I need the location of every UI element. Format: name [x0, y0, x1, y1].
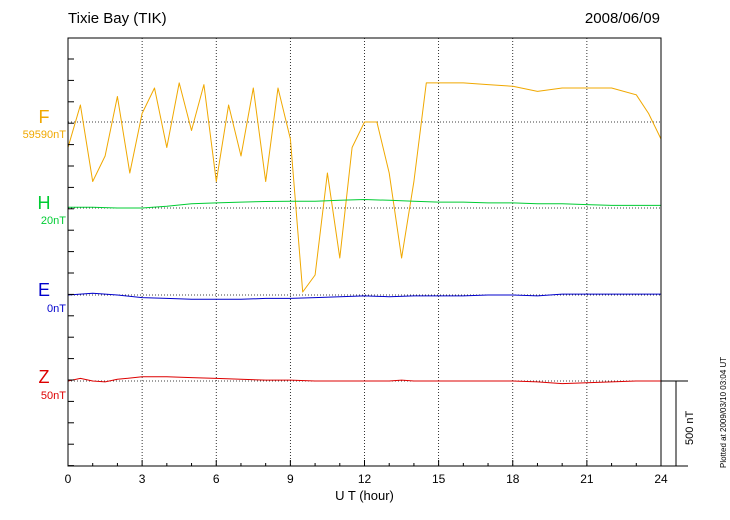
- channel-z-label: Z: [38, 367, 50, 387]
- x-tick-label: 3: [139, 472, 146, 486]
- page-title: Tixie Bay (TIK): [68, 10, 167, 27]
- x-axis: 0 3 6 9 12 15 18 21 24: [65, 58, 668, 486]
- series-line-e: [67, 292, 661, 300]
- channel-h-label: H: [37, 193, 51, 213]
- series-layer: [67, 82, 662, 385]
- date-label: 2008/06/09: [584, 10, 660, 27]
- scale-bar-label: 500 nT: [684, 410, 696, 445]
- channel-e-scale: 0nT: [47, 303, 66, 315]
- series-line-h: [68, 199, 661, 209]
- x-tick-label: 15: [432, 472, 446, 486]
- scale-bar: [661, 380, 688, 467]
- channel-f-label: F: [38, 107, 50, 127]
- plotted-timestamp: Plotted at 2009/03/10 03:04 UT: [719, 356, 728, 468]
- series-line-z: [67, 376, 661, 385]
- series-line-f: [67, 82, 662, 293]
- x-tick-label: 21: [580, 472, 594, 486]
- x-axis-label: U T (hour): [335, 488, 394, 503]
- channel-h-scale: 20nT: [40, 215, 66, 227]
- channel-e-label: E: [37, 280, 50, 300]
- x-tick-label: 12: [358, 472, 372, 486]
- x-tick-label: 6: [213, 472, 220, 486]
- x-tick-label: 18: [506, 472, 520, 486]
- x-tick-label: 9: [287, 472, 294, 486]
- x-tick-label: 0: [65, 472, 72, 486]
- channel-f-scale: 59590nT: [22, 129, 66, 141]
- x-tick-label: 24: [654, 472, 668, 486]
- channel-z-scale: 50nT: [40, 390, 66, 402]
